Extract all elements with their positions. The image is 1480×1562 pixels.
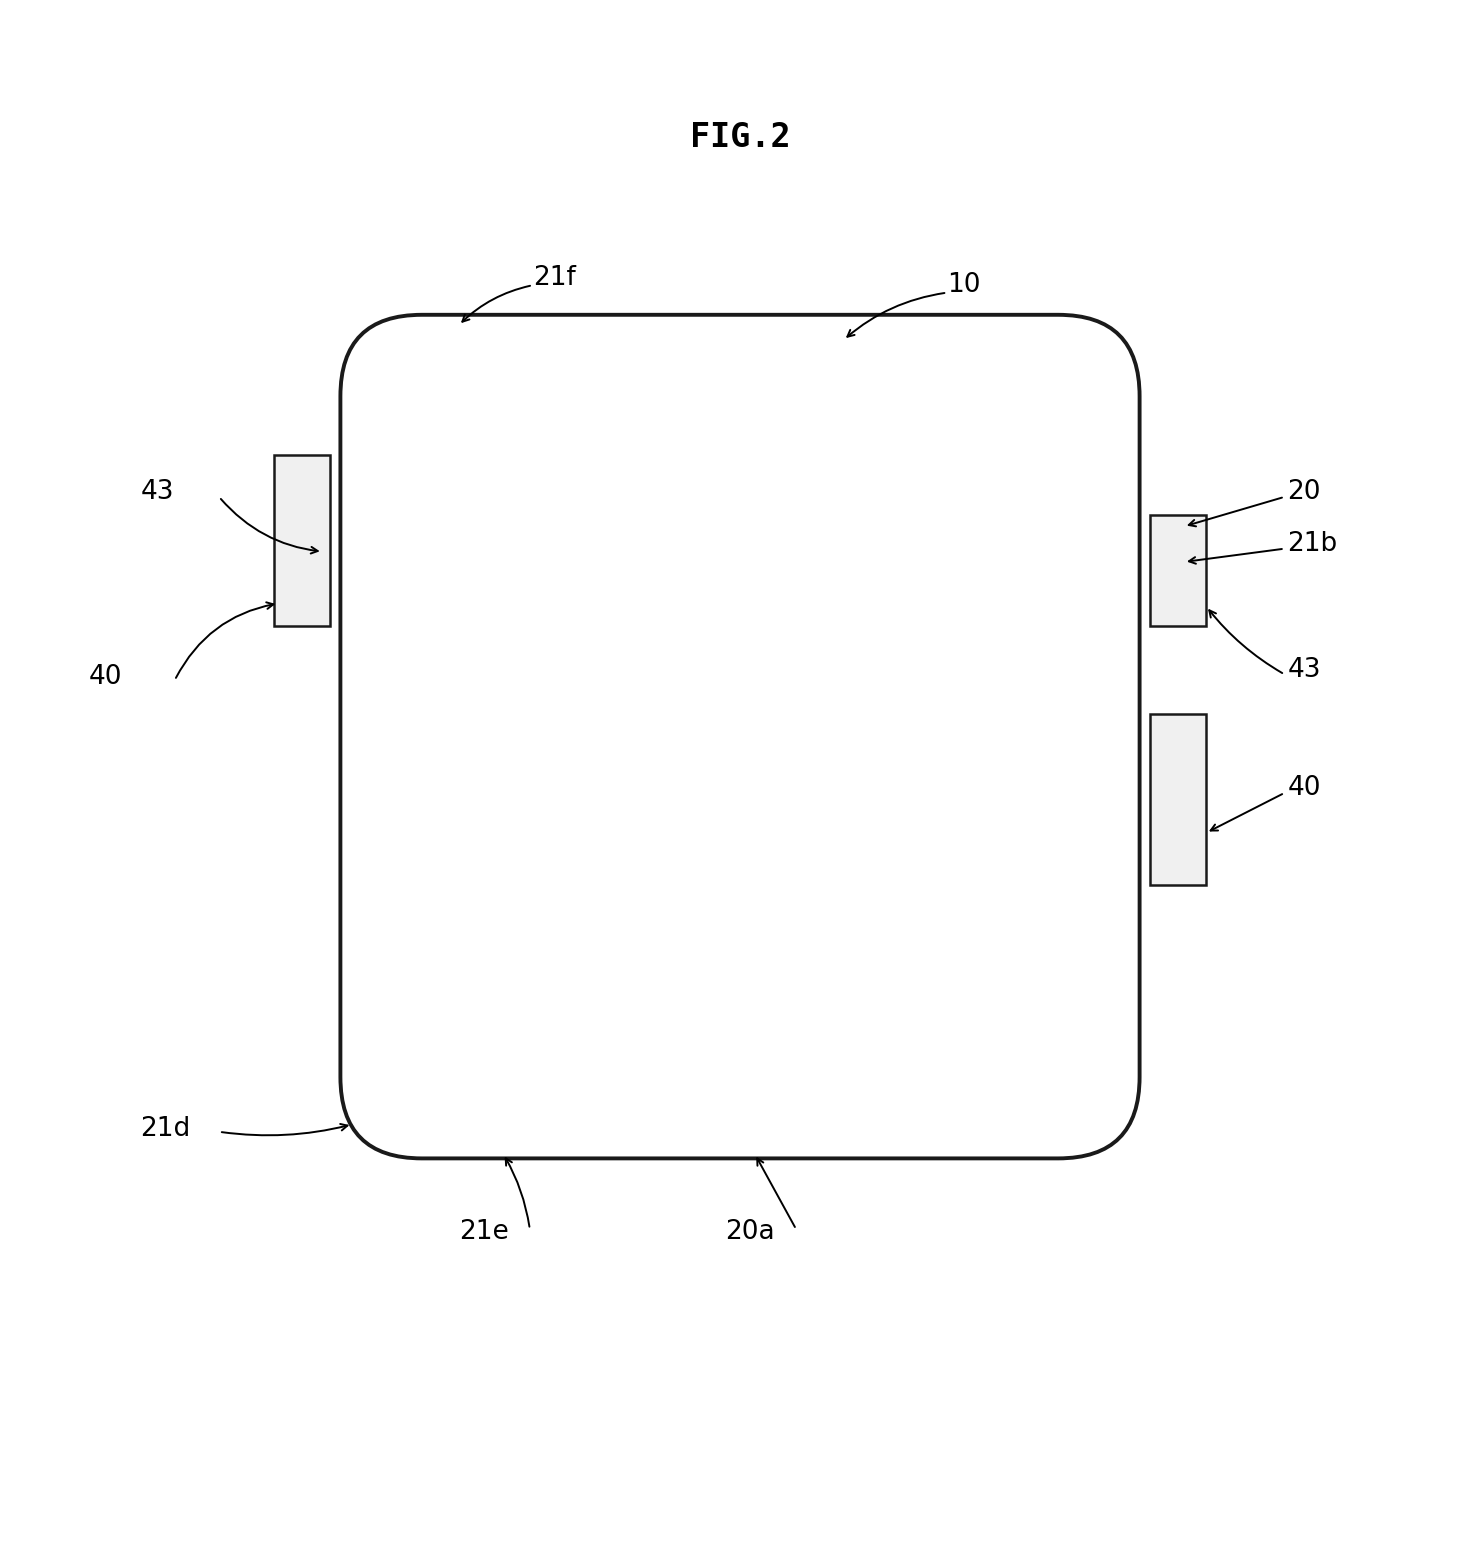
Text: 40: 40 [89, 664, 123, 690]
Bar [1150, 514, 1206, 626]
Text: 21e: 21e [459, 1220, 509, 1245]
Text: 20: 20 [1288, 480, 1322, 506]
Bar [274, 456, 330, 626]
Text: FIG.2: FIG.2 [690, 120, 790, 153]
Text: 43: 43 [1288, 658, 1322, 683]
Text: 21b: 21b [1288, 531, 1338, 558]
Text: 43: 43 [141, 480, 175, 506]
Bar [1150, 714, 1206, 884]
FancyBboxPatch shape [340, 316, 1140, 1159]
Text: 21d: 21d [141, 1115, 191, 1142]
Text: 20a: 20a [725, 1220, 776, 1245]
Text: 21f: 21f [533, 266, 576, 291]
Text: 10: 10 [947, 272, 981, 298]
Text: 40: 40 [1288, 775, 1322, 801]
